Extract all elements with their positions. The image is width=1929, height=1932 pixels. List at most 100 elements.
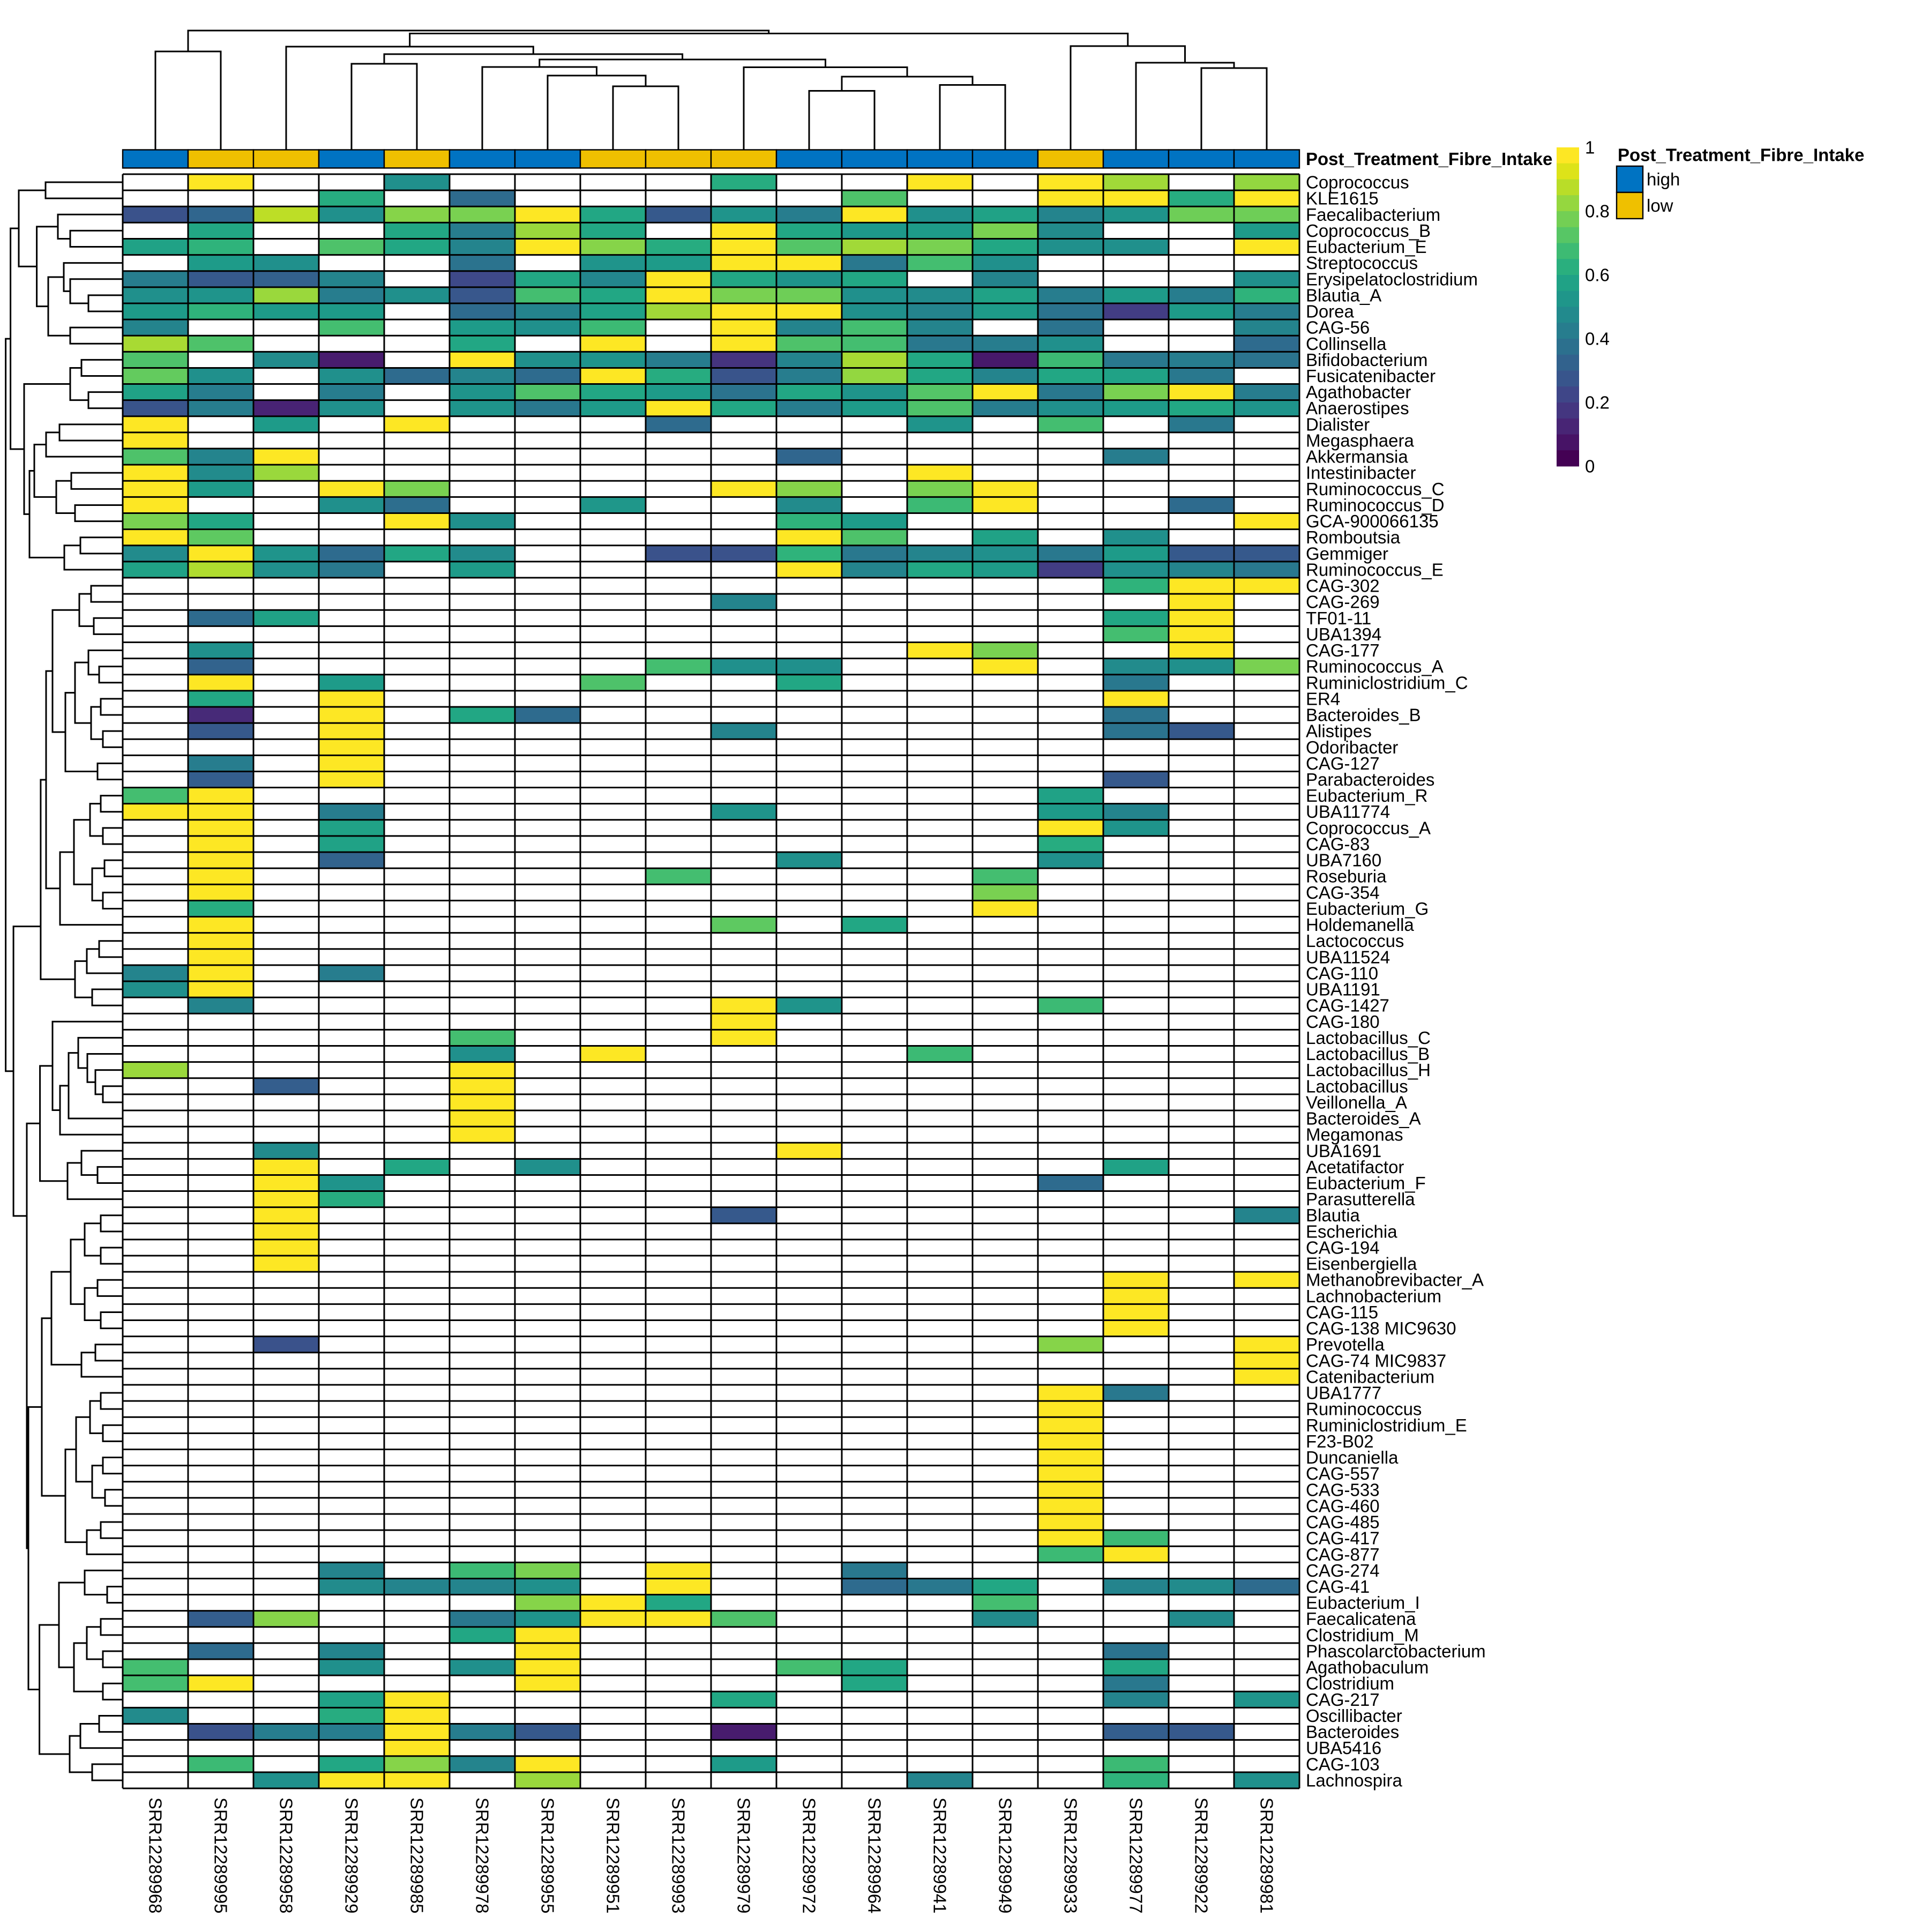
svg-text:high: high: [1647, 169, 1680, 189]
svg-text:Parasutterella: Parasutterella: [1306, 1189, 1415, 1209]
svg-text:Coprococcus_B: Coprococcus_B: [1306, 221, 1431, 241]
svg-text:CAG-127: CAG-127: [1306, 754, 1380, 773]
svg-text:Dialister: Dialister: [1306, 414, 1370, 434]
svg-text:CAG-138 MIC9630: CAG-138 MIC9630: [1306, 1318, 1456, 1338]
svg-text:Lachnobacterium: Lachnobacterium: [1306, 1286, 1441, 1306]
svg-text:Coprococcus_A: Coprococcus_A: [1306, 818, 1431, 838]
svg-text:SRR12289951: SRR12289951: [603, 1797, 623, 1914]
svg-text:Blautia_A: Blautia_A: [1306, 285, 1381, 305]
svg-text:SRR12289964: SRR12289964: [865, 1797, 885, 1914]
svg-text:Akkermansia: Akkermansia: [1306, 447, 1408, 467]
svg-text:CAG-41: CAG-41: [1306, 1577, 1370, 1597]
svg-text:Megamonas: Megamonas: [1306, 1125, 1403, 1145]
svg-text:Lactobacillus: Lactobacillus: [1306, 1076, 1408, 1096]
svg-text:CAG-269: CAG-269: [1306, 592, 1380, 612]
svg-text:SRR12289968: SRR12289968: [146, 1797, 166, 1914]
svg-text:Post_Treatment_Fibre_Intake: Post_Treatment_Fibre_Intake: [1306, 149, 1552, 169]
svg-text:SRR12289958: SRR12289958: [276, 1797, 296, 1914]
svg-text:Agathobacter: Agathobacter: [1306, 382, 1411, 402]
svg-text:low: low: [1647, 196, 1673, 215]
svg-text:0.4: 0.4: [1585, 329, 1610, 349]
svg-text:Duncaniella: Duncaniella: [1306, 1448, 1399, 1467]
svg-text:Fusicatenibacter: Fusicatenibacter: [1306, 366, 1435, 386]
svg-text:0.8: 0.8: [1585, 202, 1610, 221]
svg-text:Eubacterium_E: Eubacterium_E: [1306, 237, 1427, 257]
svg-text:Lactobacillus_C: Lactobacillus_C: [1306, 1028, 1431, 1048]
svg-text:CAG-302: CAG-302: [1306, 576, 1380, 596]
svg-text:TF01-11: TF01-11: [1306, 608, 1371, 628]
svg-text:1: 1: [1585, 138, 1595, 158]
svg-text:Dorea: Dorea: [1306, 302, 1355, 322]
svg-text:SRR12289922: SRR12289922: [1192, 1797, 1212, 1914]
svg-text:CAG-74 MIC9837: CAG-74 MIC9837: [1306, 1351, 1446, 1370]
svg-text:Ruminococcus_E: Ruminococcus_E: [1306, 560, 1444, 579]
svg-text:Faecalicatena: Faecalicatena: [1306, 1609, 1416, 1629]
svg-text:SRR12289978: SRR12289978: [473, 1797, 492, 1914]
svg-text:Erysipelatoclostridium: Erysipelatoclostridium: [1306, 269, 1478, 289]
svg-text:CAG-557: CAG-557: [1306, 1464, 1380, 1483]
svg-text:GCA-900066135: GCA-900066135: [1306, 511, 1439, 531]
svg-text:UBA1777: UBA1777: [1306, 1383, 1381, 1403]
svg-text:Clostridium_M: Clostridium_M: [1306, 1625, 1419, 1645]
svg-text:CAG-533: CAG-533: [1306, 1480, 1380, 1500]
svg-text:Ruminococcus_D: Ruminococcus_D: [1306, 495, 1445, 515]
svg-text:CAG-110: CAG-110: [1306, 963, 1378, 983]
svg-text:Bifidobacterium: Bifidobacterium: [1306, 350, 1427, 370]
svg-text:Eubacterium_F: Eubacterium_F: [1306, 1173, 1426, 1193]
svg-text:Parabacteroides: Parabacteroides: [1306, 770, 1434, 789]
svg-text:SRR12289977: SRR12289977: [1126, 1797, 1146, 1914]
svg-text:CAG-177: CAG-177: [1306, 640, 1380, 660]
svg-text:UBA11524: UBA11524: [1306, 947, 1390, 967]
svg-text:Anaerostipes: Anaerostipes: [1306, 398, 1409, 418]
svg-text:Phascolarctobacterium: Phascolarctobacterium: [1306, 1642, 1486, 1661]
svg-text:CAG-354: CAG-354: [1306, 883, 1380, 902]
svg-text:Catenibacterium: Catenibacterium: [1306, 1367, 1434, 1386]
svg-text:Holdemanella: Holdemanella: [1306, 915, 1414, 935]
svg-text:Alistipes: Alistipes: [1306, 721, 1372, 741]
svg-text:Oscillibacter: Oscillibacter: [1306, 1706, 1402, 1726]
svg-text:CAG-83: CAG-83: [1306, 834, 1370, 854]
svg-text:UBA1394: UBA1394: [1306, 624, 1381, 644]
svg-text:CAG-115: CAG-115: [1306, 1302, 1378, 1322]
svg-text:Blautia: Blautia: [1306, 1205, 1360, 1225]
svg-text:Ruminiclostridium_C: Ruminiclostridium_C: [1306, 673, 1468, 692]
svg-text:Bacteroides: Bacteroides: [1306, 1722, 1399, 1742]
svg-text:CAG-460: CAG-460: [1306, 1496, 1380, 1516]
svg-text:CAG-1427: CAG-1427: [1306, 996, 1389, 1016]
svg-text:Post_Treatment_Fibre_Intake: Post_Treatment_Fibre_Intake: [1618, 145, 1864, 165]
svg-text:CAG-217: CAG-217: [1306, 1690, 1380, 1710]
svg-text:Coprococcus: Coprococcus: [1306, 173, 1409, 192]
svg-text:Romboutsia: Romboutsia: [1306, 527, 1401, 547]
svg-text:ER4: ER4: [1306, 689, 1340, 708]
svg-text:SRR12289979: SRR12289979: [734, 1797, 754, 1914]
svg-text:Faecalibacterium: Faecalibacterium: [1306, 205, 1440, 225]
svg-text:SRR12289993: SRR12289993: [669, 1797, 689, 1914]
svg-text:CAG-56: CAG-56: [1306, 318, 1370, 338]
svg-text:SRR12289949: SRR12289949: [996, 1797, 1015, 1914]
svg-text:Methanobrevibacter_A: Methanobrevibacter_A: [1306, 1270, 1484, 1290]
svg-text:CAG-180: CAG-180: [1306, 1012, 1380, 1032]
svg-text:SRR12289955: SRR12289955: [538, 1797, 558, 1914]
svg-text:Eisenbergiella: Eisenbergiella: [1306, 1254, 1417, 1274]
svg-text:0.6: 0.6: [1585, 265, 1610, 285]
svg-text:CAG-103: CAG-103: [1306, 1754, 1380, 1774]
svg-text:SRR12289981: SRR12289981: [1257, 1797, 1277, 1914]
svg-text:SRR12289933: SRR12289933: [1061, 1797, 1081, 1914]
svg-text:Veillonella_A: Veillonella_A: [1306, 1092, 1407, 1112]
svg-text:Eubacterium_R: Eubacterium_R: [1306, 786, 1427, 805]
svg-text:Ruminococcus: Ruminococcus: [1306, 1399, 1422, 1419]
svg-text:SRR12289941: SRR12289941: [930, 1797, 950, 1914]
svg-text:Agathobaculum: Agathobaculum: [1306, 1658, 1429, 1677]
svg-text:SRR12289995: SRR12289995: [211, 1797, 231, 1914]
svg-text:UBA1191: UBA1191: [1306, 980, 1380, 999]
svg-text:UBA11774: UBA11774: [1306, 802, 1390, 822]
svg-text:Gemmiger: Gemmiger: [1306, 543, 1388, 563]
svg-text:Bacteroides_B: Bacteroides_B: [1306, 705, 1421, 725]
svg-text:Eubacterium_G: Eubacterium_G: [1306, 899, 1429, 919]
svg-text:CAG-485: CAG-485: [1306, 1512, 1380, 1532]
svg-text:Streptococcus: Streptococcus: [1306, 253, 1418, 273]
svg-text:Ruminiclostridium_E: Ruminiclostridium_E: [1306, 1415, 1467, 1435]
svg-text:Odoribacter: Odoribacter: [1306, 737, 1398, 757]
svg-text:Ruminococcus_A: Ruminococcus_A: [1306, 657, 1444, 676]
svg-text:SRR12289929: SRR12289929: [342, 1797, 362, 1914]
